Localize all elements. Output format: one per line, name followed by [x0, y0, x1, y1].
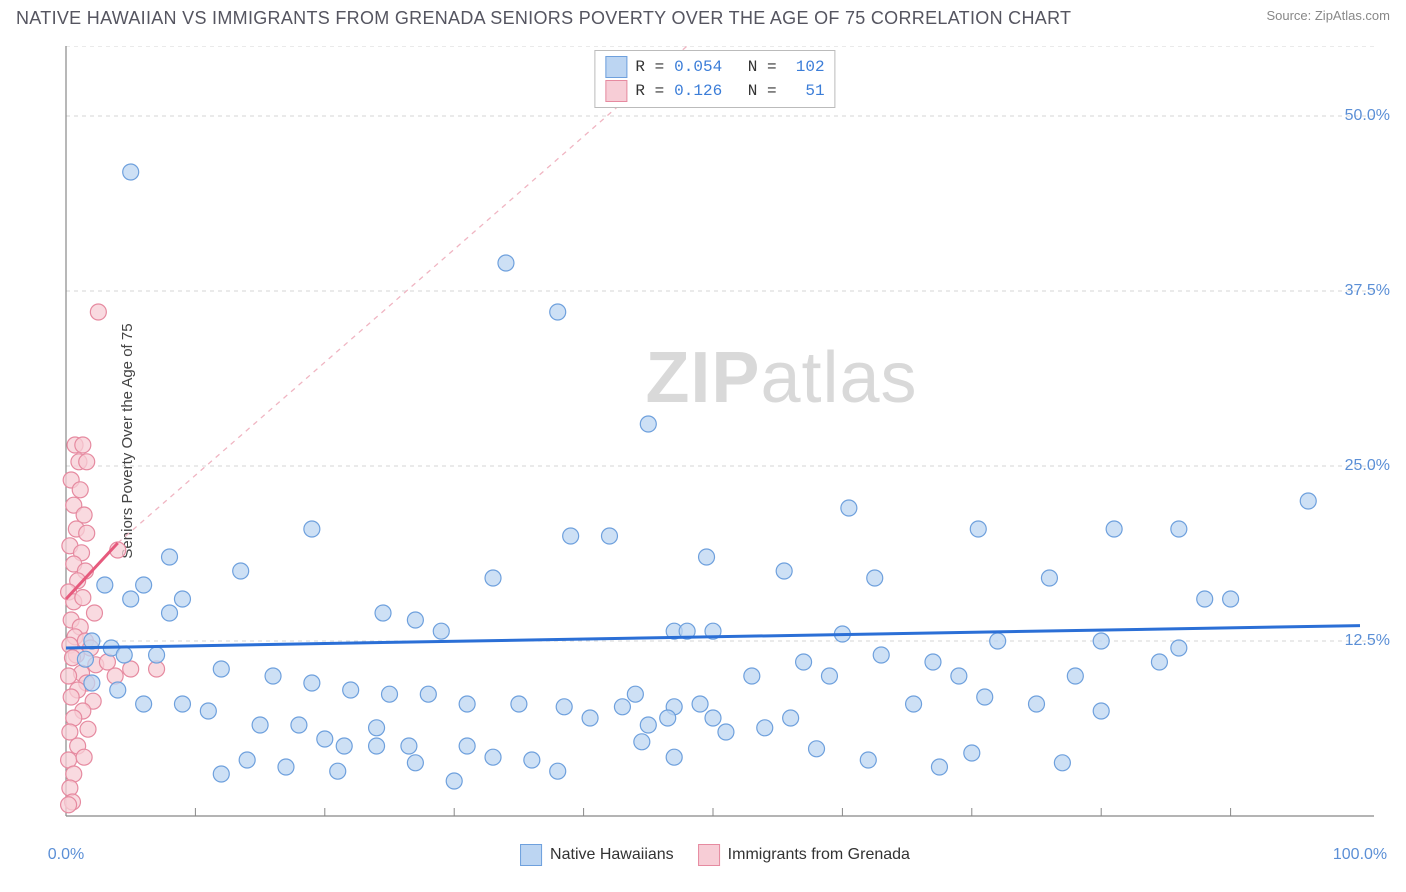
- legend-swatch-series1: [605, 56, 627, 78]
- source-name: ZipAtlas.com: [1315, 8, 1390, 23]
- r-label: R =: [635, 79, 664, 103]
- legend-label-series2: Immigrants from Grenada: [728, 846, 910, 864]
- legend-row-series1: R = 0.054 N = 102: [605, 55, 824, 79]
- y-tick-label: 12.5%: [1345, 632, 1390, 650]
- chart-title: NATIVE HAWAIIAN VS IMMIGRANTS FROM GRENA…: [16, 8, 1071, 29]
- legend-swatch-series2: [605, 80, 627, 102]
- y-tick-label: 50.0%: [1345, 107, 1390, 125]
- n-value-series1: 102: [785, 55, 825, 79]
- x-tick-label: 100.0%: [1333, 846, 1387, 864]
- r-value-series2: 0.126: [672, 79, 722, 103]
- chart-header: NATIVE HAWAIIAN VS IMMIGRANTS FROM GRENA…: [0, 0, 1406, 33]
- correlation-legend: R = 0.054 N = 102 R = 0.126 N = 51: [594, 50, 835, 108]
- y-tick-label: 25.0%: [1345, 457, 1390, 475]
- legend-label-series1: Native Hawaiians: [550, 846, 674, 864]
- scatter-plot-svg: [50, 46, 1380, 836]
- n-label: N =: [748, 55, 777, 79]
- chart-area: Seniors Poverty Over the Age of 75 ZIPat…: [50, 46, 1380, 836]
- r-label: R =: [635, 55, 664, 79]
- series-legend: Native Hawaiians Immigrants from Grenada: [520, 844, 910, 866]
- r-value-series1: 0.054: [672, 55, 722, 79]
- x-tick-label: 0.0%: [48, 846, 84, 864]
- chart-source: Source: ZipAtlas.com: [1266, 8, 1390, 23]
- n-label: N =: [748, 79, 777, 103]
- n-value-series2: 51: [785, 79, 825, 103]
- y-tick-label: 37.5%: [1345, 282, 1390, 300]
- legend-item-series1: Native Hawaiians: [520, 844, 674, 866]
- legend-item-series2: Immigrants from Grenada: [698, 844, 910, 866]
- legend-swatch-bottom1: [520, 844, 542, 866]
- legend-row-series2: R = 0.126 N = 51: [605, 79, 824, 103]
- source-prefix: Source:: [1266, 8, 1314, 23]
- legend-swatch-bottom2: [698, 844, 720, 866]
